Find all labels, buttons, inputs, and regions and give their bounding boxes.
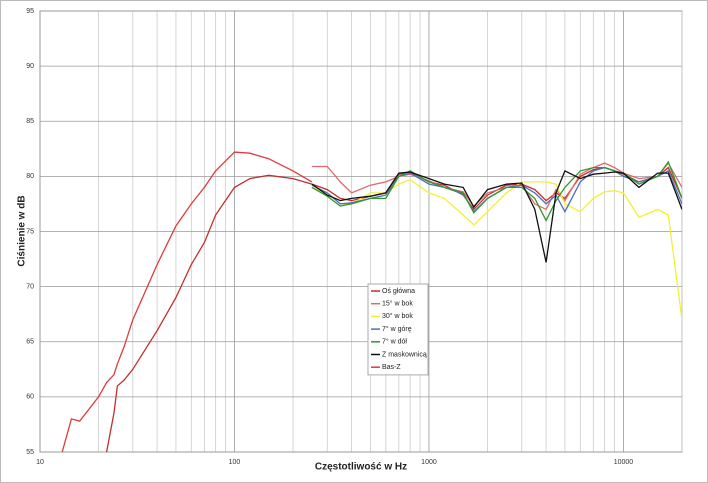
legend-label: 30° w bok bbox=[382, 312, 413, 320]
legend-label: Z maskownicą bbox=[382, 351, 427, 358]
x-tick-label: 100 bbox=[229, 459, 241, 466]
y-tick-label: 65 bbox=[26, 339, 34, 346]
y-tick-label: 90 bbox=[26, 63, 34, 70]
series-line bbox=[311, 166, 682, 214]
legend-label: Bas-Z bbox=[382, 364, 401, 371]
y-tick-label: 60 bbox=[26, 394, 34, 401]
y-axis-title: Ciśnienie w dB bbox=[17, 195, 28, 266]
legend-label: Oś główna bbox=[382, 288, 415, 295]
x-tick-label: 10000 bbox=[614, 459, 634, 466]
y-tick-label: 70 bbox=[26, 283, 34, 290]
series-line bbox=[311, 170, 682, 263]
series-line bbox=[61, 151, 313, 452]
y-tick-label: 75 bbox=[26, 228, 34, 235]
legend-label: 15° w bok bbox=[382, 300, 413, 308]
y-tick-label: 85 bbox=[26, 118, 34, 125]
x-tick-label: 1000 bbox=[421, 459, 437, 466]
y-tick-label: 55 bbox=[26, 449, 34, 456]
y-tick-label: 80 bbox=[26, 173, 34, 180]
x-axis-title: Częstotliwość w Hz bbox=[315, 462, 407, 473]
legend-label: 7° w górę bbox=[382, 325, 412, 333]
legend-label: 7° w dół bbox=[382, 338, 407, 346]
y-tick-label: 95 bbox=[26, 8, 34, 15]
x-tick-label: 10 bbox=[36, 459, 44, 466]
